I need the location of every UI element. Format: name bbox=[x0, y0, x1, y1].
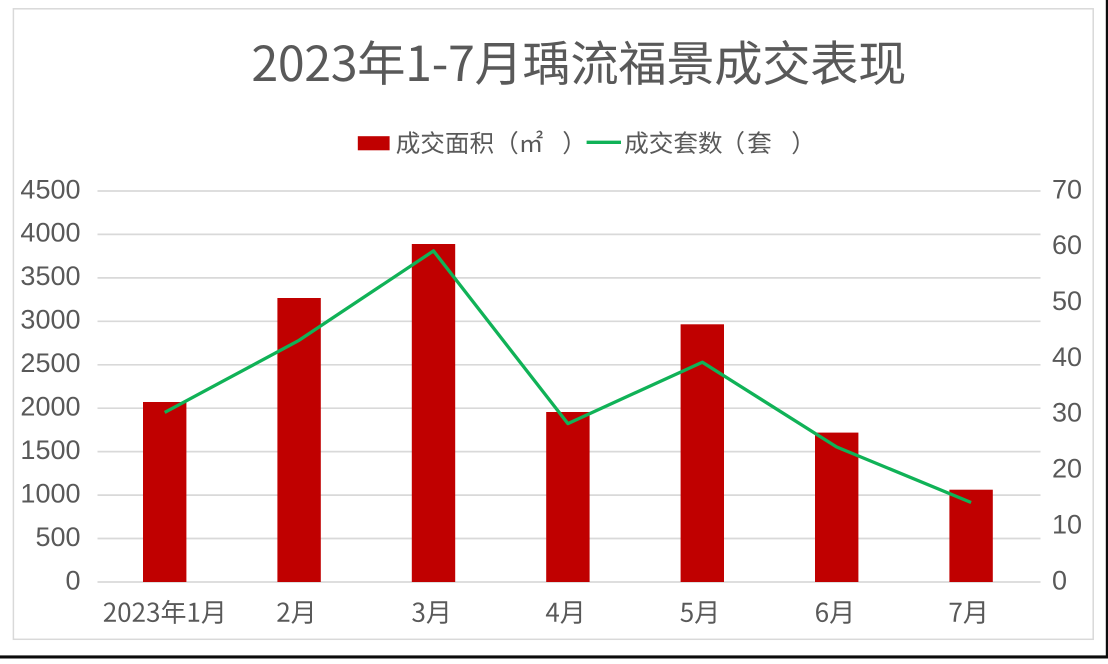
svg-text:0: 0 bbox=[1052, 565, 1067, 595]
svg-text:2500: 2500 bbox=[20, 348, 80, 378]
svg-text:20: 20 bbox=[1052, 454, 1082, 484]
svg-text:4000: 4000 bbox=[20, 218, 80, 248]
svg-text:4500: 4500 bbox=[20, 174, 80, 204]
svg-text:50: 50 bbox=[1052, 286, 1082, 316]
svg-text:1500: 1500 bbox=[20, 435, 80, 465]
svg-text:60: 60 bbox=[1052, 230, 1082, 260]
svg-text:3500: 3500 bbox=[20, 261, 80, 291]
svg-text:1000: 1000 bbox=[20, 478, 80, 508]
svg-text:30: 30 bbox=[1052, 398, 1082, 428]
svg-text:10: 10 bbox=[1052, 509, 1082, 539]
svg-text:40: 40 bbox=[1052, 342, 1082, 372]
svg-text:3000: 3000 bbox=[20, 305, 80, 335]
svg-text:2000: 2000 bbox=[20, 392, 80, 422]
svg-text:70: 70 bbox=[1052, 174, 1082, 204]
svg-text:0: 0 bbox=[65, 565, 80, 595]
svg-text:500: 500 bbox=[35, 522, 80, 552]
